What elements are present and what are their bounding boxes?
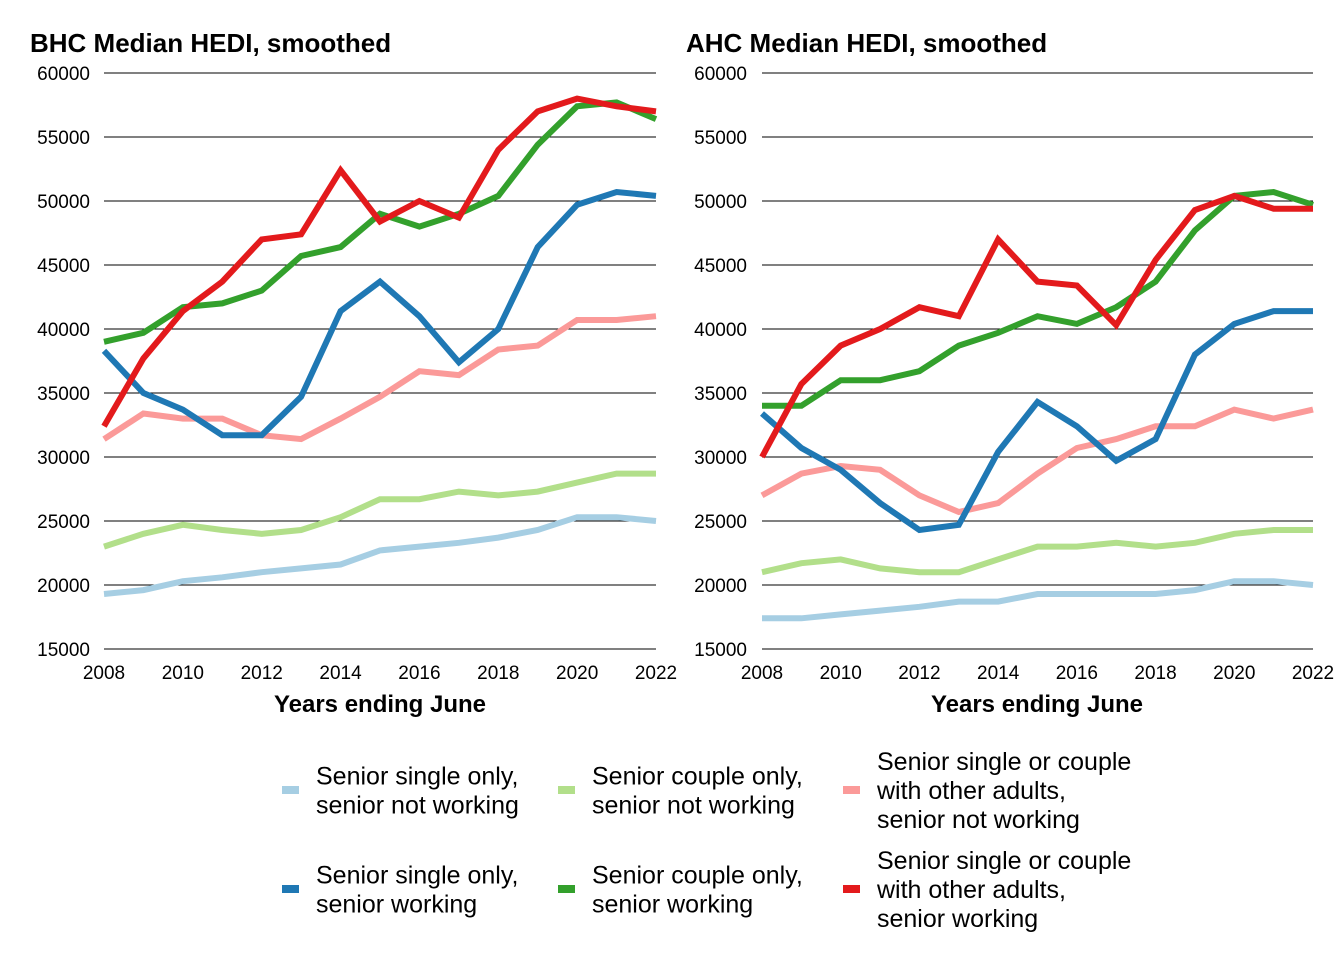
legend-label-4: Senior single only, senior working — [316, 862, 518, 919]
bhc-series-line-1 — [103, 514, 657, 597]
bhc-series-line-6 — [101, 95, 657, 428]
ahc-y-tick-label: 40000 — [694, 320, 747, 341]
ahc-x-axis-label: Years ending June — [931, 691, 1143, 718]
ahc-y-tick-label: 25000 — [694, 512, 747, 533]
bhc-series-line-4 — [101, 188, 657, 439]
legend-key-2 — [558, 786, 575, 794]
ahc-y-tick-label: 60000 — [694, 64, 747, 85]
legend-label-2: Senior couple only, senior not working — [592, 763, 803, 820]
legend-key-5 — [558, 885, 575, 893]
ahc-x-tick-label: 2018 — [1134, 663, 1176, 684]
legend-label-5: Senior couple only, senior working — [592, 862, 803, 919]
bhc-x-axis-label: Years ending June — [274, 691, 486, 718]
bhc-series-line-3 — [102, 313, 657, 443]
bhc-y-tick-label: 20000 — [37, 576, 90, 597]
ahc-x-tick-label: 2022 — [1292, 663, 1334, 684]
ahc-y-tick-label: 50000 — [694, 192, 747, 213]
ahc-series-line-5 — [762, 188, 1314, 409]
ahc-y-tick-label: 35000 — [694, 384, 747, 405]
bhc-x-tick-label: 2008 — [83, 663, 125, 684]
bhc-x-axis-ticks: 2008 2010 2012 2014 2016 2018 2020 2022 — [83, 663, 677, 684]
legend-key-4 — [282, 885, 299, 893]
ahc-y-tick-label: 55000 — [694, 128, 747, 149]
bhc-x-tick-label: 2016 — [398, 663, 440, 684]
bhc-y-tick-label: 15000 — [37, 640, 90, 661]
ahc-y-axis-ticks: 15000 20000 25000 30000 35000 40000 45000 50000… — [694, 64, 747, 661]
legend-label-1: Senior single only, senior not working — [316, 763, 519, 820]
bhc-series-lines — [101, 95, 658, 597]
legend-key-1 — [282, 786, 299, 794]
bhc-chart-title: BHC Median HEDI, smoothed — [30, 28, 391, 58]
ahc-y-tick-label: 30000 — [694, 448, 747, 469]
bhc-y-axis-ticks: 15000 20000 25000 30000 35000 40000 45000 50000… — [37, 64, 90, 661]
ahc-x-tick-label: 2010 — [820, 663, 862, 684]
legend-key-6 — [843, 885, 860, 893]
bhc-x-tick-label: 2010 — [162, 663, 204, 684]
bhc-series-line-5 — [103, 99, 658, 345]
bhc-x-tick-label: 2022 — [635, 663, 677, 684]
ahc-y-tick-label: 45000 — [694, 256, 747, 277]
ahc-series-line-4 — [760, 308, 1313, 534]
chart-legend: Senior single only, senior not working Sen… — [282, 748, 1131, 933]
ahc-series-line-3 — [760, 406, 1314, 516]
ahc-chart-title: AHC Median HEDI, smoothed — [686, 28, 1047, 58]
bhc-y-tick-label: 50000 — [37, 192, 90, 213]
bhc-y-tick-label: 25000 — [37, 512, 90, 533]
bhc-y-tick-label: 55000 — [37, 128, 90, 149]
bhc-series-line-2 — [103, 470, 656, 550]
legend-key-3 — [843, 786, 860, 794]
ahc-series-line-2 — [761, 527, 1313, 576]
ahc-x-tick-label: 2012 — [898, 663, 940, 684]
ahc-x-tick-label: 2016 — [1056, 663, 1098, 684]
bhc-y-tick-label: 40000 — [37, 320, 90, 341]
bhc-x-tick-label: 2018 — [477, 663, 519, 684]
ahc-x-axis-ticks: 2008 2010 2012 2014 2016 2018 2020 2022 — [741, 663, 1334, 684]
bhc-chart-panel: BHC Median HEDI, smoothed 15000 20000 2500… — [30, 28, 677, 718]
bhc-gridlines — [104, 72, 656, 650]
ahc-y-tick-label: 15000 — [694, 640, 747, 661]
ahc-x-tick-label: 2020 — [1213, 663, 1255, 684]
bhc-y-tick-label: 45000 — [37, 256, 90, 277]
ahc-x-tick-label: 2014 — [977, 663, 1020, 684]
bhc-y-tick-label: 35000 — [37, 384, 90, 405]
ahc-series-line-6 — [759, 192, 1313, 459]
ahc-chart-panel: AHC Median HEDI, smoothed 15000 20000 2500… — [686, 28, 1334, 718]
ahc-x-tick-label: 2008 — [741, 663, 783, 684]
legend-label-3: Senior single or couple with other adults… — [876, 748, 1131, 834]
bhc-x-tick-label: 2020 — [556, 663, 598, 684]
ahc-series-line-1 — [762, 578, 1314, 622]
ahc-series-lines — [759, 188, 1314, 622]
legend-label-6: Senior single or couple with other adults… — [876, 847, 1131, 933]
bhc-x-tick-label: 2014 — [319, 663, 362, 684]
ahc-y-tick-label: 20000 — [694, 576, 747, 597]
bhc-y-tick-label: 60000 — [37, 64, 90, 85]
bhc-y-tick-label: 30000 — [37, 448, 90, 469]
bhc-x-tick-label: 2012 — [241, 663, 283, 684]
